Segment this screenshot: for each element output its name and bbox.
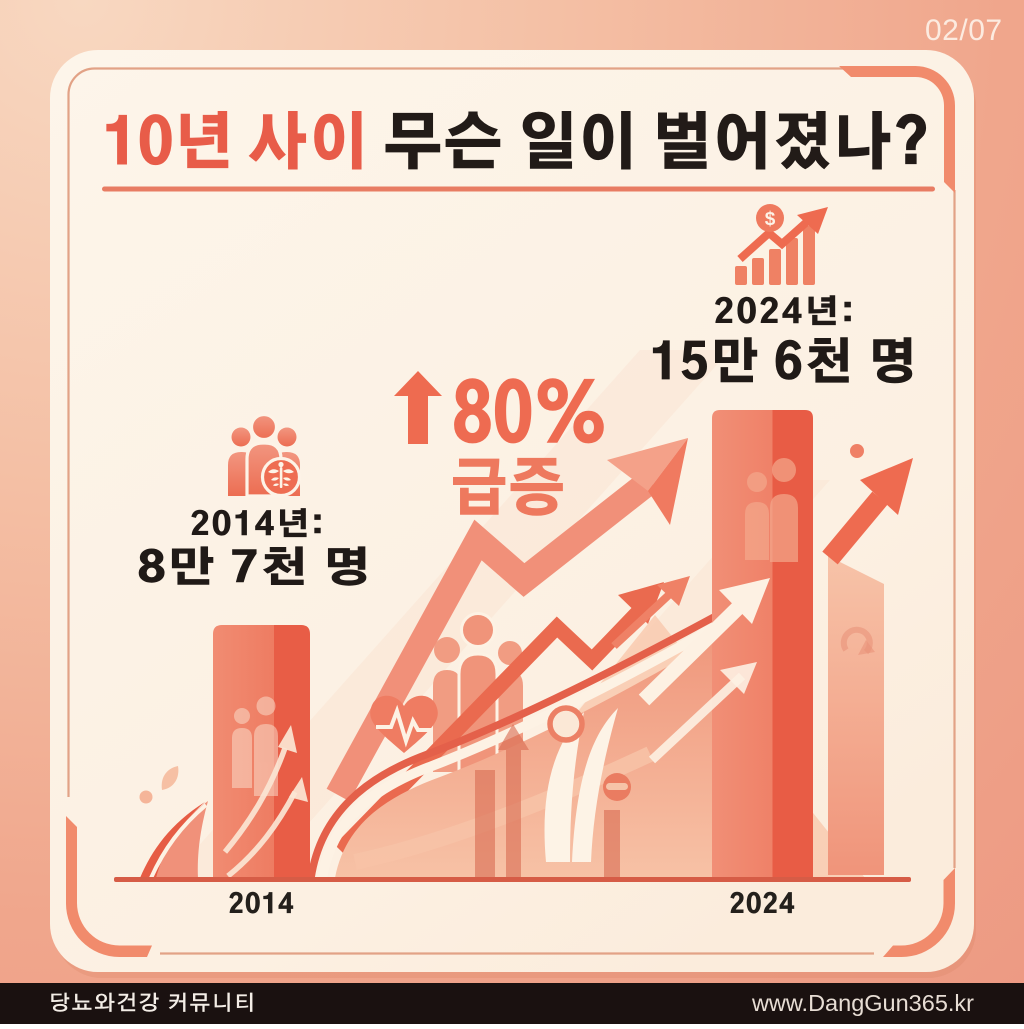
- svg-text:02/07: 02/07: [925, 14, 1003, 47]
- svg-text:$: $: [765, 209, 776, 230]
- svg-text:www.DangGun365.kr: www.DangGun365.kr: [751, 990, 974, 1016]
